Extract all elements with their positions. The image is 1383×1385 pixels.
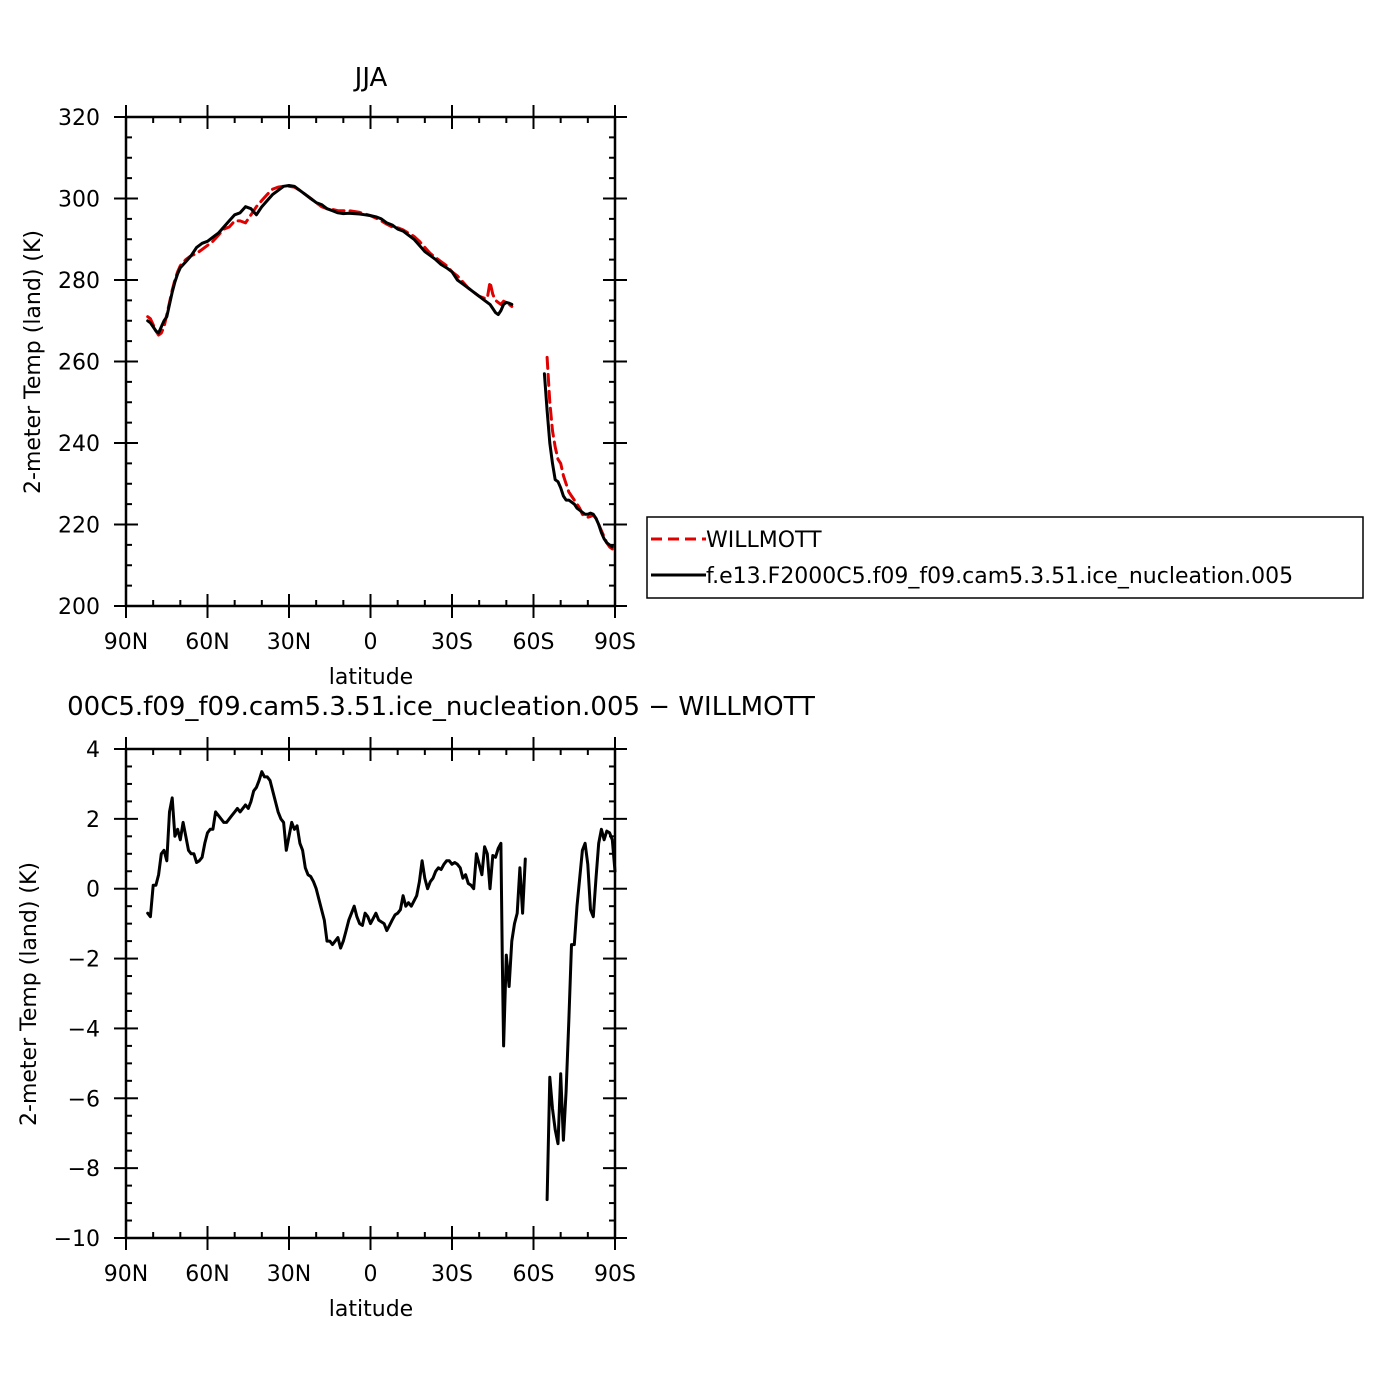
bottom-x-tick-label: 60S — [513, 1262, 555, 1287]
bottom-y-tick-label: −10 — [54, 1227, 100, 1252]
bottom-y-tick-label: −6 — [68, 1087, 100, 1112]
legend-label-willmott: WILLMOTT — [706, 528, 822, 553]
top-x-tick-label: 30S — [431, 630, 473, 655]
bottom-x-tick-label: 90N — [104, 1262, 148, 1287]
top-chart-title: JJA — [353, 63, 388, 93]
top-panel: JJA 2-meter Temp (land) (K) latitude 90N… — [21, 63, 636, 690]
top-y-tick-label: 280 — [58, 269, 100, 294]
bottom-x-axis-title: latitude — [329, 1297, 413, 1322]
bottom-y-tick-label: −4 — [68, 1017, 100, 1042]
top-y-tick-label: 200 — [58, 595, 100, 620]
bottom-x-tick-label: 30S — [431, 1262, 473, 1287]
top-plot-area: 90N 60N 30N 0 30S 60S 90S 200 220 240 260 280 300 320 — [58, 105, 636, 655]
bottom-panel: 00C5.f09_f09.cam5.3.51.ice_nucleation.00… — [17, 692, 815, 1322]
bottom-series-0-line-segment-1 — [545, 827, 617, 1202]
bottom-y-tick-label: −8 — [68, 1157, 100, 1182]
top-y-tick-label: 220 — [58, 514, 100, 539]
bottom-y-tick-label: 2 — [86, 808, 100, 833]
top-y-tick-label: 240 — [58, 432, 100, 457]
bottom-y-axis-title: 2-meter Temp (land) (K) — [17, 862, 42, 1126]
bottom-y-tick-label: 0 — [86, 878, 100, 903]
top-series-0-line-segment-1 — [545, 355, 617, 551]
top-x-tick-label: 90S — [594, 630, 636, 655]
legend-label-model: f.e13.F2000C5.f09_f09.cam5.3.51.ice_nucl… — [706, 564, 1293, 589]
bottom-y-tick-label: −2 — [68, 948, 100, 973]
bottom-plot-area: 90N 60N 30N 0 30S 60S 90S −10 −8 −6 −4 −2 0 2 4 — [54, 737, 636, 1287]
top-x-tick-label: 60N — [185, 630, 229, 655]
top-y-tick-label: 300 — [58, 188, 100, 213]
top-y-tick-label: 320 — [58, 106, 100, 131]
top-x-axis-title: latitude — [329, 665, 413, 690]
top-series-1-line-segment-1 — [542, 372, 614, 549]
top-x-tick-label: 30N — [267, 630, 311, 655]
top-x-tick-label: 0 — [364, 630, 378, 655]
bottom-series-0-line-segment-0 — [146, 770, 527, 1048]
top-plot-frame — [124, 115, 617, 608]
bottom-y-tick-label: 4 — [86, 738, 100, 763]
legend: WILLMOTT f.e13.F2000C5.f09_f09.cam5.3.51… — [646, 516, 1364, 599]
top-y-tick-label: 260 — [58, 351, 100, 376]
top-x-tick-label: 60S — [513, 630, 555, 655]
legend-box — [646, 516, 1364, 599]
bottom-x-tick-label: 60N — [185, 1262, 229, 1287]
bottom-chart-title: 00C5.f09_f09.cam5.3.51.ice_nucleation.00… — [67, 692, 815, 722]
top-y-axis-title: 2-meter Temp (land) (K) — [21, 230, 46, 494]
bottom-plot-frame — [124, 747, 617, 1240]
bottom-x-tick-label: 90S — [594, 1262, 636, 1287]
bottom-x-tick-label: 30N — [267, 1262, 311, 1287]
top-series-1-line-segment-0 — [146, 184, 514, 335]
top-x-tick-label: 90N — [104, 630, 148, 655]
bottom-x-tick-label: 0 — [364, 1262, 378, 1287]
